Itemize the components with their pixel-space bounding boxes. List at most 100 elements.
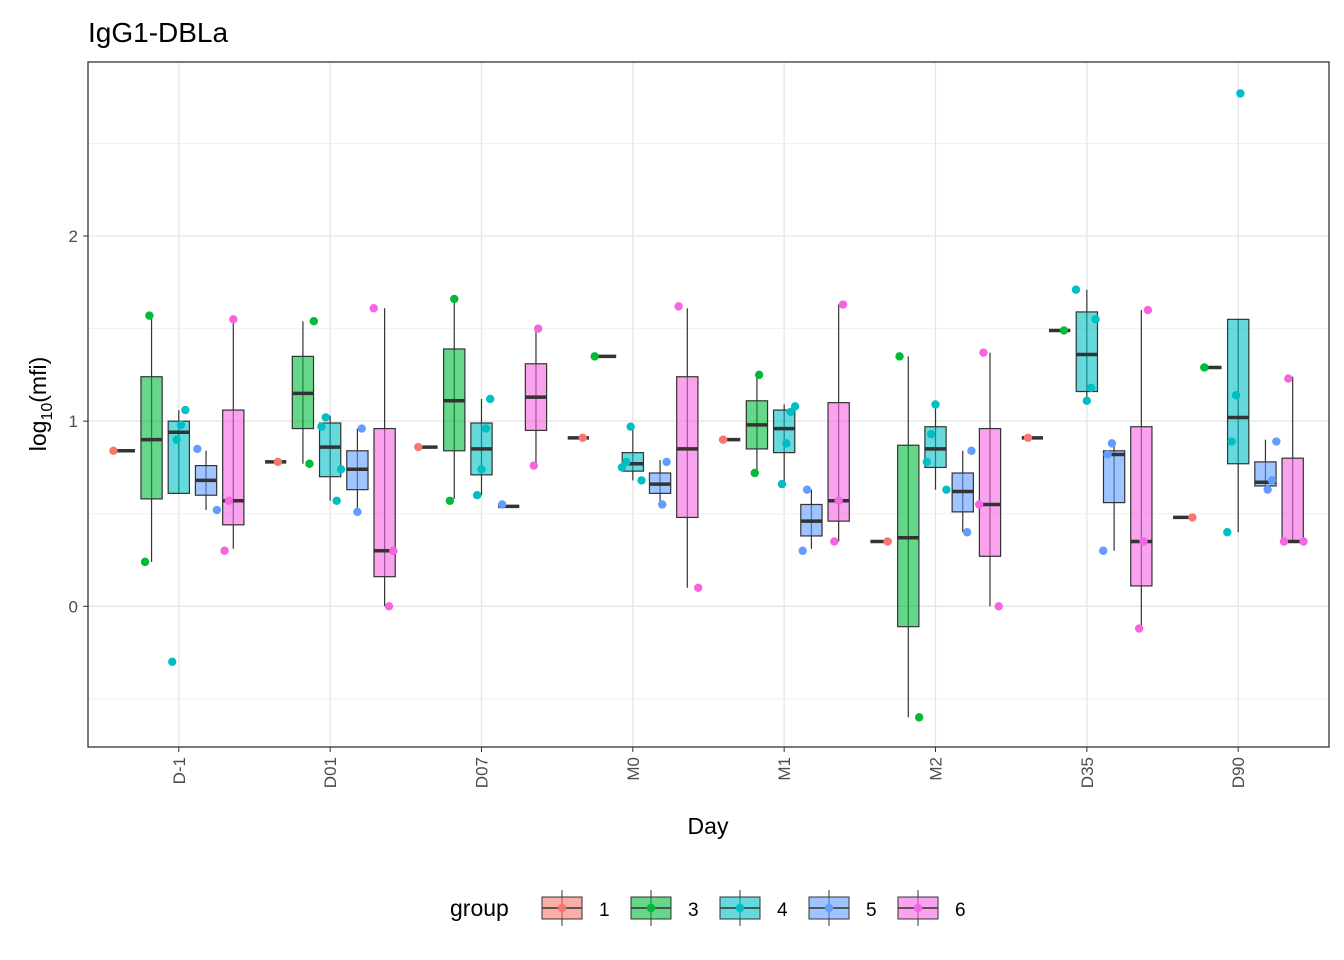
legend-label: 5	[866, 900, 877, 921]
box	[1281, 457, 1304, 543]
data-point	[220, 546, 229, 555]
data-point	[145, 311, 154, 320]
data-point	[176, 420, 186, 430]
data-point	[1231, 391, 1241, 400]
data-point	[838, 300, 848, 309]
data-point	[1267, 476, 1277, 485]
box	[318, 422, 342, 478]
box	[897, 444, 920, 628]
y-axis-title-rest: (mfi)	[25, 357, 51, 403]
x-tick-label: M2	[927, 757, 946, 781]
data-point	[658, 500, 667, 509]
data-point	[834, 496, 843, 505]
y-axis-title-base: log	[25, 421, 51, 452]
box	[1102, 450, 1126, 504]
data-point	[694, 583, 703, 592]
data-point	[1299, 537, 1308, 546]
data-point	[1087, 383, 1096, 393]
x-tick-label: D07	[472, 757, 491, 788]
data-point	[962, 528, 972, 537]
data-point	[1143, 305, 1153, 315]
x-tick-label: M0	[624, 757, 643, 781]
data-point	[1091, 315, 1100, 324]
data-point	[637, 476, 646, 485]
y-axis-title-subscript: 10	[39, 403, 56, 421]
y-axis-title: log10(mfi)	[25, 357, 56, 451]
data-point	[336, 465, 346, 474]
data-point	[181, 405, 190, 415]
x-tick-label: D01	[321, 757, 340, 788]
data-point	[1272, 437, 1281, 446]
data-point	[1236, 89, 1245, 98]
data-point	[914, 713, 924, 722]
legend-point	[557, 903, 567, 913]
data-point	[332, 496, 341, 505]
data-point	[477, 465, 486, 474]
data-point	[305, 459, 314, 468]
box	[978, 427, 1002, 557]
data-point	[1139, 537, 1148, 546]
data-point	[922, 457, 931, 467]
data-point	[979, 348, 988, 357]
y-tick-label: 0	[69, 597, 78, 616]
legend-title: group	[450, 895, 509, 921]
data-point	[497, 500, 507, 509]
data-point	[942, 485, 951, 494]
data-point	[674, 302, 683, 311]
data-point	[1188, 513, 1197, 522]
data-point	[974, 500, 984, 509]
data-point	[193, 444, 202, 454]
data-point	[1103, 450, 1112, 459]
legend-label: 3	[688, 900, 699, 921]
data-point	[931, 400, 940, 409]
data-point	[1071, 285, 1081, 294]
data-point	[486, 394, 495, 404]
legend: group 1 3 4 5 6	[450, 890, 966, 926]
data-point	[309, 316, 319, 326]
box	[1226, 318, 1250, 465]
box	[1130, 426, 1153, 587]
data-point	[445, 496, 455, 505]
panel-border	[87, 61, 1330, 748]
x-axis-title: Day	[688, 813, 729, 839]
data-point	[353, 507, 362, 517]
legend-point	[913, 903, 923, 913]
data-point	[369, 304, 378, 313]
x-tick-label: D-1	[170, 757, 189, 784]
data-point	[617, 463, 627, 472]
data-point	[590, 352, 599, 361]
data-point	[1223, 528, 1232, 537]
data-point	[533, 324, 543, 333]
data-point	[414, 442, 423, 452]
data-point	[798, 546, 807, 555]
data-point	[782, 439, 791, 448]
data-point	[450, 294, 459, 304]
box	[676, 376, 699, 519]
y-tick-label: 1	[69, 412, 78, 431]
data-point	[1227, 437, 1236, 446]
data-point	[626, 422, 635, 431]
data-point	[317, 422, 326, 431]
data-point	[321, 413, 330, 422]
data-point	[994, 602, 1003, 611]
box	[140, 376, 163, 500]
data-point	[750, 468, 759, 478]
x-tick-label: D90	[1229, 757, 1248, 788]
data-point	[529, 461, 538, 470]
box	[222, 409, 245, 526]
data-point	[172, 435, 181, 444]
data-point	[1200, 363, 1209, 372]
data-point	[384, 602, 394, 611]
chart-title: IgG1-DBLa	[88, 17, 228, 48]
x-tick-label: M1	[775, 757, 794, 781]
data-point	[1107, 439, 1117, 448]
data-point	[109, 446, 118, 455]
data-point	[830, 537, 839, 546]
legend-point	[824, 903, 834, 913]
data-point	[140, 557, 150, 567]
data-point	[472, 491, 482, 500]
data-point	[777, 479, 787, 489]
data-point	[273, 457, 283, 467]
data-point	[1263, 485, 1272, 494]
